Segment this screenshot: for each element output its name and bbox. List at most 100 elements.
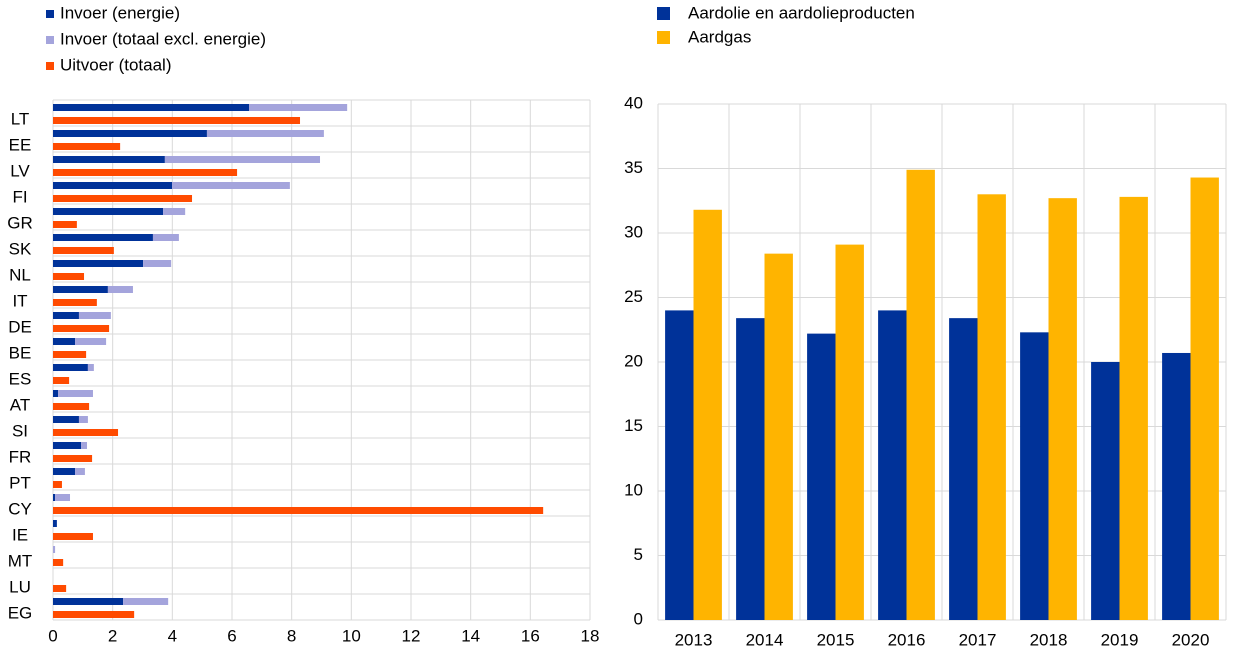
bar-segment	[206, 130, 324, 137]
bar	[53, 611, 135, 618]
bar-segment	[53, 104, 250, 111]
y-tick-label: LV	[10, 161, 30, 180]
bar	[835, 244, 864, 621]
y-tick-label: GR	[7, 213, 33, 232]
y-tick-label: 30	[624, 222, 643, 241]
bar-segment	[107, 286, 133, 293]
bar-segment	[87, 364, 94, 371]
legend-swatch	[657, 31, 670, 44]
y-tick-label: 35	[624, 158, 643, 177]
y-tick-label: DE	[8, 317, 32, 336]
y-tick-label: 40	[624, 93, 643, 112]
bar	[53, 481, 62, 488]
bar	[693, 209, 722, 620]
x-tick-label: 2017	[959, 630, 997, 649]
bar	[53, 195, 193, 202]
bar-segment	[53, 208, 164, 215]
bar	[949, 318, 978, 620]
bar-segment	[53, 598, 124, 605]
x-tick-label: 16	[521, 626, 540, 645]
legend-swatch	[657, 7, 670, 20]
y-tick-label: 20	[624, 351, 643, 370]
bar-segment	[53, 364, 88, 371]
x-tick-label: 8	[287, 626, 296, 645]
x-tick-label: 14	[461, 626, 480, 645]
y-tick-label: CY	[8, 499, 32, 518]
bar-segment	[53, 416, 79, 423]
x-tick-label: 2015	[817, 630, 855, 649]
x-tick-label: 0	[48, 626, 57, 645]
bar	[53, 247, 114, 254]
y-tick-label: IE	[12, 525, 28, 544]
x-tick-label: 2019	[1101, 630, 1139, 649]
bar	[53, 325, 110, 332]
bar	[906, 169, 935, 621]
bar-segment	[53, 234, 153, 241]
bar	[53, 351, 87, 358]
bar-segment	[53, 286, 108, 293]
y-tick-label: LU	[9, 577, 31, 596]
bar-segment	[152, 234, 179, 241]
bar	[53, 273, 85, 280]
bar	[53, 585, 67, 592]
y-tick-label: 15	[624, 416, 643, 435]
bar-segment	[53, 130, 207, 137]
y-tick-label: IT	[12, 291, 27, 310]
bar-segment	[53, 442, 82, 449]
bar-segment	[53, 260, 144, 267]
x-tick-label: 4	[168, 626, 177, 645]
y-tick-label: FI	[12, 187, 27, 206]
bar-segment	[75, 338, 107, 345]
bar	[53, 455, 93, 462]
bar	[53, 299, 97, 306]
y-tick-label: 5	[634, 545, 643, 564]
bar-segment	[75, 468, 85, 475]
legend-label: Invoer (totaal excl. energie)	[60, 29, 266, 48]
y-tick-label: MT	[8, 551, 33, 570]
x-tick-label: 2013	[675, 630, 713, 649]
bar	[53, 377, 70, 384]
bar-segment	[55, 494, 71, 501]
legend-label: Invoer (energie)	[60, 3, 180, 22]
bar	[53, 117, 301, 124]
y-tick-label: ES	[9, 369, 32, 388]
y-tick-label: 0	[634, 609, 643, 628]
bar	[1091, 362, 1120, 620]
x-tick-label: 2016	[888, 630, 926, 649]
bar	[53, 403, 90, 410]
bar-segment	[123, 598, 169, 605]
bar-segment	[163, 208, 186, 215]
bar	[736, 318, 765, 620]
bar-segment	[53, 520, 57, 527]
y-tick-label: 10	[624, 480, 643, 499]
y-tick-label: NL	[9, 265, 31, 284]
bar-segment	[53, 156, 165, 163]
bar	[1020, 332, 1049, 620]
legend-label: Aardgas	[688, 27, 751, 46]
bar	[53, 429, 119, 436]
y-tick-label: EG	[8, 603, 33, 622]
bar	[53, 169, 238, 176]
bar	[53, 507, 544, 514]
bar-segment	[53, 182, 173, 189]
x-tick-label: 10	[342, 626, 361, 645]
bar-segment	[58, 390, 93, 397]
bar	[977, 194, 1006, 621]
y-tick-label: LT	[11, 109, 30, 128]
bar-segment	[164, 156, 321, 163]
bar	[878, 310, 907, 620]
bar-segment	[81, 442, 88, 449]
bar-segment	[78, 416, 88, 423]
legend-label: Uitvoer (totaal)	[60, 55, 171, 74]
y-tick-label: SI	[12, 421, 28, 440]
bar-segment	[53, 390, 59, 397]
x-tick-label: 2014	[746, 630, 784, 649]
legend-swatch	[46, 10, 54, 18]
bar-segment	[53, 312, 79, 319]
bar	[1190, 177, 1219, 620]
bar-segment	[172, 182, 290, 189]
x-tick-label: 6	[227, 626, 236, 645]
bar-segment	[53, 546, 56, 553]
y-tick-label: AT	[10, 395, 30, 414]
